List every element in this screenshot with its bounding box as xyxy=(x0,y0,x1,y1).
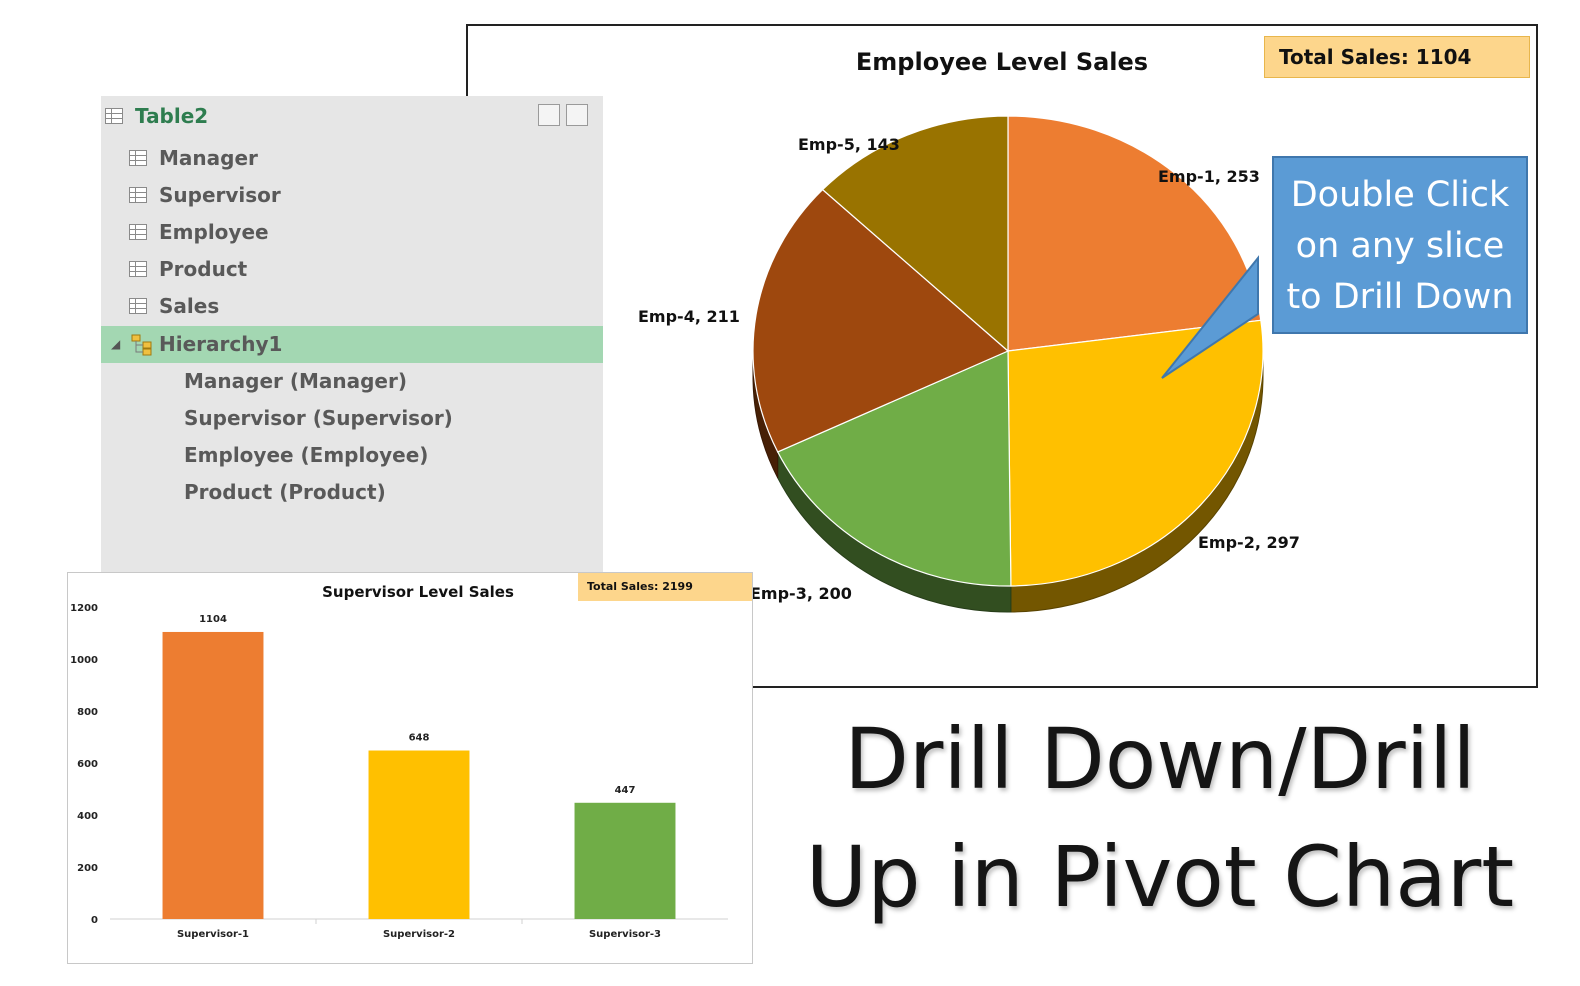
field-item-product[interactable]: Product xyxy=(101,251,603,288)
x-tick-label: Supervisor-3 xyxy=(589,929,661,940)
hierarchy-item[interactable]: ◢ Hierarchy1 xyxy=(101,326,603,363)
field-label: Product xyxy=(159,257,248,281)
field-label: Employee xyxy=(159,220,269,244)
table-icon xyxy=(129,298,147,314)
field-label: Sales xyxy=(159,294,220,318)
drill-down-callout: Double Click on any slice to Drill Down xyxy=(1272,156,1528,334)
pie-total-sales-label: Total Sales: 1104 xyxy=(1264,36,1530,78)
level-label: Manager (Manager) xyxy=(184,369,407,393)
x-tick-label: Supervisor-1 xyxy=(177,929,249,940)
bar-supervisor-3[interactable] xyxy=(574,802,676,919)
y-tick-label: 200 xyxy=(77,863,98,874)
x-tick-label: Supervisor-2 xyxy=(383,929,455,940)
pie-data-label: Emp-3, 200 xyxy=(750,584,852,603)
field-settings-icon[interactable] xyxy=(538,104,560,126)
pie-chart[interactable]: Emp-1, 253 Emp-2, 297 Emp-3, 200 Emp-4, 211… xyxy=(468,26,1540,690)
pie-slice-emp-5[interactable] xyxy=(821,115,1009,353)
y-tick-label: 800 xyxy=(77,707,98,718)
field-item-sales[interactable]: Sales xyxy=(101,288,603,325)
table-name: Table2 xyxy=(135,104,209,128)
pie-data-label: Emp-1, 253 xyxy=(1158,167,1260,186)
page-title: Drill Down/Drill Up in Pivot Chart xyxy=(780,700,1540,936)
pie-slice-emp-1[interactable] xyxy=(1007,115,1262,352)
field-item-employee[interactable]: Employee xyxy=(101,214,603,251)
pie-data-label: Emp-5, 143 xyxy=(798,135,900,154)
table-header[interactable]: Table2 xyxy=(101,98,603,135)
y-tick-label: 400 xyxy=(77,811,98,822)
bar-chart[interactable]: 0 200 400 600 800 1000 1200 1104 Supervisor-1 648… xyxy=(68,573,754,965)
table-icon xyxy=(129,187,147,203)
table-icon xyxy=(105,108,123,124)
hierarchy-level[interactable]: Employee (Employee) xyxy=(101,437,603,474)
bar-supervisor-1[interactable] xyxy=(162,631,264,919)
callout-line: to Drill Down xyxy=(1286,277,1514,317)
y-tick-label: 600 xyxy=(77,759,98,770)
pie-slice-emp-2[interactable] xyxy=(1007,319,1264,587)
level-label: Product (Product) xyxy=(184,480,386,504)
bar-data-label: 447 xyxy=(615,785,636,796)
title-line: Up in Pivot Chart xyxy=(805,828,1515,926)
bar-chart-panel[interactable]: 0 200 400 600 800 1000 1200 1104 Supervisor-1 648… xyxy=(67,572,753,964)
pie-chart-title: Employee Level Sales xyxy=(855,48,1149,76)
hierarchy-level[interactable]: Product (Product) xyxy=(101,474,603,511)
pie-data-label: Emp-4, 211 xyxy=(638,307,740,326)
hierarchy-name: Hierarchy1 xyxy=(159,332,283,356)
pie-slice-emp-3[interactable] xyxy=(776,350,1012,587)
field-item-supervisor[interactable]: Supervisor xyxy=(101,177,603,214)
level-label: Supervisor (Supervisor) xyxy=(184,406,453,430)
level-label: Employee (Employee) xyxy=(184,443,429,467)
hierarchy-icon xyxy=(131,334,152,356)
pivot-field-list: Table2 Manager Supervisor Employee Produ… xyxy=(101,96,603,572)
hierarchy-level[interactable]: Supervisor (Supervisor) xyxy=(101,400,603,437)
pie-slice-emp-4[interactable] xyxy=(752,188,1010,453)
bar-total-sales-label: Total Sales: 2199 xyxy=(578,573,752,601)
layout-icon[interactable] xyxy=(566,104,588,126)
callout-line: Double Click xyxy=(1290,175,1510,215)
table-icon xyxy=(129,224,147,240)
bar-data-label: 1104 xyxy=(199,614,227,625)
hierarchy-level[interactable]: Manager (Manager) xyxy=(101,363,603,400)
field-label: Manager xyxy=(159,146,258,170)
y-tick-label: 1200 xyxy=(70,603,98,614)
table-icon xyxy=(129,150,147,166)
expand-triangle-icon[interactable]: ◢ xyxy=(111,337,121,351)
bar-chart-title: Supervisor Level Sales xyxy=(322,583,514,601)
bar-supervisor-2[interactable] xyxy=(368,750,470,919)
field-item-manager[interactable]: Manager xyxy=(101,140,603,177)
bar-data-label: 648 xyxy=(409,733,430,744)
field-label: Supervisor xyxy=(159,183,281,207)
y-tick-label: 1000 xyxy=(70,655,98,666)
pie-data-label: Emp-2, 297 xyxy=(1198,533,1300,552)
title-line: Drill Down/Drill xyxy=(844,710,1476,808)
callout-line: on any slice xyxy=(1295,226,1505,266)
table-icon xyxy=(129,261,147,277)
y-tick-label: 0 xyxy=(91,915,98,926)
